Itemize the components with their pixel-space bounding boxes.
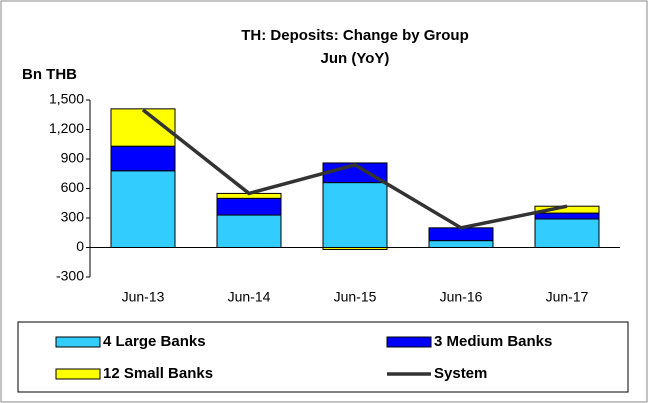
bar	[428, 240, 494, 249]
legend-label: 4 Large Banks	[103, 333, 206, 350]
bar	[534, 218, 600, 249]
bar	[110, 170, 176, 248]
y-tick-label: 300	[61, 209, 85, 225]
x-tick-label: Jun-16	[440, 289, 483, 305]
bar	[534, 212, 600, 220]
x-tick-label: Jun-13	[122, 289, 165, 305]
bar	[322, 182, 388, 249]
x-tick-label: Jun-15	[334, 289, 377, 305]
legend-label: 12 Small Banks	[103, 365, 213, 382]
y-tick-label: 600	[61, 179, 85, 195]
y-tick-label: 0	[76, 238, 84, 254]
legend-swatch	[386, 336, 432, 348]
legend-label: 3 Medium Banks	[434, 333, 552, 350]
legend-label: System	[434, 365, 487, 382]
legend-swatch	[55, 368, 101, 380]
y-tick-label: 900	[61, 150, 85, 166]
x-tick-label: Jun-14	[228, 289, 271, 305]
y-tick-label: 1,200	[49, 120, 84, 136]
legend-swatch	[55, 336, 101, 348]
y-tick-label: -300	[56, 268, 84, 284]
bar	[216, 197, 282, 216]
y-tick-label: 1,500	[49, 91, 84, 107]
legend-box	[17, 321, 629, 393]
line	[141, 108, 568, 230]
chart-subtitle: Jun (YoY)	[321, 50, 390, 67]
bar	[110, 145, 176, 172]
x-tick-label: Jun-17	[546, 289, 589, 305]
chart-title: TH: Deposits: Change by Group	[241, 27, 469, 44]
bar	[216, 214, 282, 249]
y-axis-label: Bn THB	[22, 66, 77, 83]
bar	[428, 227, 494, 242]
